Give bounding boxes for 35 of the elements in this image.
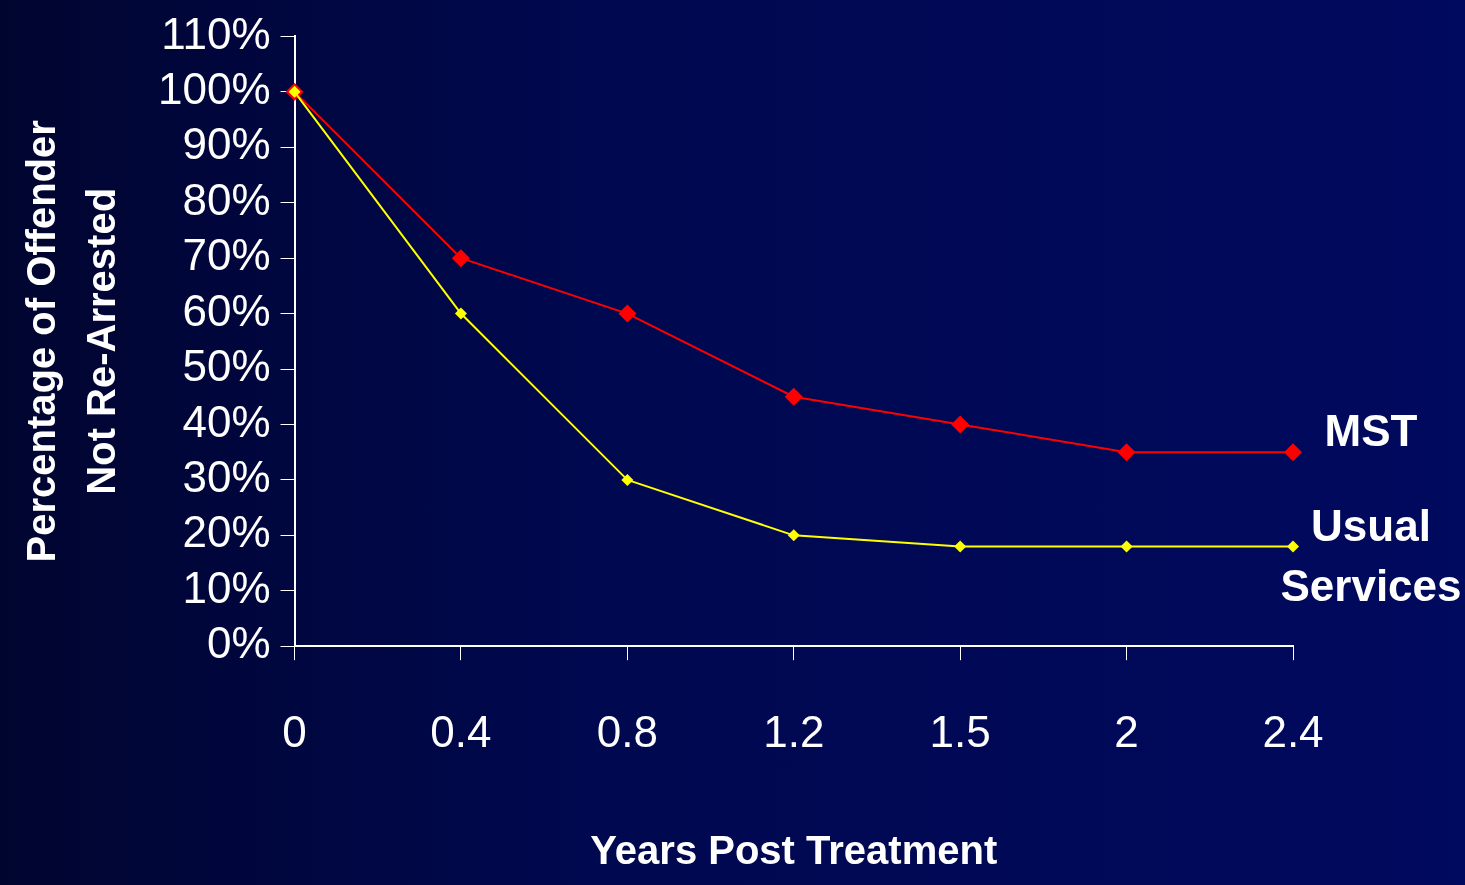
point xyxy=(1120,540,1133,553)
y-tick-label: 20% xyxy=(182,507,271,557)
point xyxy=(1284,443,1302,462)
x-tick-label: 2 xyxy=(1114,706,1139,756)
point xyxy=(618,304,637,323)
series-label: Usual Services xyxy=(1280,500,1462,610)
x-tick-label: 1.5 xyxy=(929,706,991,756)
point xyxy=(451,249,470,268)
y-tick-label: 60% xyxy=(182,285,271,335)
point xyxy=(1117,443,1136,462)
y-tick-label: 10% xyxy=(182,562,271,612)
point xyxy=(454,307,467,320)
series-label: MST xyxy=(1324,406,1418,456)
y-tick-label: 0% xyxy=(206,618,271,668)
point xyxy=(784,387,803,406)
y-tick-label: 90% xyxy=(182,119,271,169)
x-tick-label: 1.2 xyxy=(763,706,825,756)
y-tick-label: 100% xyxy=(157,63,271,113)
point xyxy=(621,473,634,486)
point xyxy=(787,529,800,542)
point xyxy=(951,415,970,434)
y-tick-label: 30% xyxy=(182,452,271,502)
x-tick-label: 0.8 xyxy=(596,706,658,756)
y-tick-label: 40% xyxy=(182,396,271,446)
x-tick-label: 2.4 xyxy=(1262,706,1324,756)
x-tick-label: 0.4 xyxy=(430,706,492,756)
x-axis-title: Years Post Treatment xyxy=(590,828,998,873)
point xyxy=(1287,540,1299,553)
y-axis-title: Percentage of Offender Not Re-Arrested xyxy=(19,120,124,563)
y-tick-label: 50% xyxy=(182,341,271,391)
point xyxy=(954,540,967,553)
y-tick-label: 110% xyxy=(161,8,271,58)
y-tick-label: 80% xyxy=(182,174,271,224)
x-tick-label: 0 xyxy=(282,706,307,756)
y-tick-label: 70% xyxy=(182,230,271,280)
